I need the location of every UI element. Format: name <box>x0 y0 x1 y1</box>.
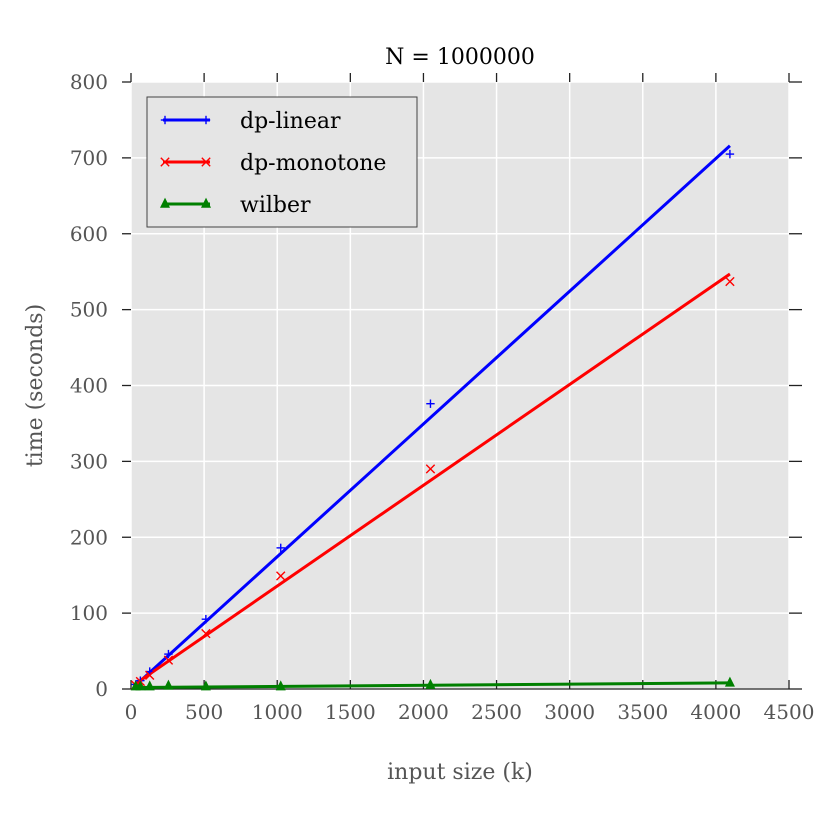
legend-marker-dp-linear <box>201 115 211 125</box>
y-axis-label: time (seconds) <box>23 304 48 467</box>
y-tick-label: 400 <box>70 374 108 398</box>
y-tick-label: 600 <box>70 222 108 246</box>
y-tick-label: 200 <box>70 525 108 549</box>
x-tick-label: 500 <box>185 700 223 724</box>
point-dp-monotone <box>201 628 211 639</box>
y-tick-label: 500 <box>70 298 108 322</box>
legend-label-dp-monotone: dp-monotone <box>240 151 386 176</box>
point-dp-monotone <box>145 670 155 681</box>
legend-marker-wilber <box>159 197 171 208</box>
fit-line-dp-monotone <box>134 272 731 685</box>
legend: dp-linear dp-monotone wilber <box>146 96 418 228</box>
y-tick-label: 0 <box>95 677 108 701</box>
point-wilber <box>275 680 286 691</box>
point-dp-linear <box>426 399 435 408</box>
y-tick-label: 800 <box>70 70 108 94</box>
point-dp-monotone-b <box>201 628 211 639</box>
data-markers <box>130 149 735 691</box>
point-dp-monotone-b <box>276 571 286 581</box>
point-wilber <box>724 676 735 687</box>
point-wilber <box>135 680 146 691</box>
x-tick-label: 1000 <box>252 700 303 724</box>
legend-label-wilber: wilber <box>240 193 311 218</box>
point-dp-monotone-b <box>725 276 735 287</box>
x-tick-label: 4000 <box>690 700 741 724</box>
y-tick-label: 700 <box>70 146 108 170</box>
x-tick-label: 3500 <box>617 700 668 724</box>
point-dp-linear <box>276 543 285 553</box>
legend-marker-wilber <box>200 197 212 208</box>
point-dp-monotone <box>276 571 286 581</box>
point-wilber <box>425 678 436 689</box>
point-dp-monotone <box>163 655 174 665</box>
point-dp-monotone-b <box>145 670 155 681</box>
tick-labels: 0 500 1000 1500 2000 2500 3000 3500 4000 4500 0 100… <box>70 70 815 724</box>
x-tick-label: 0 <box>125 700 138 724</box>
legend-marker-dp-monotone-b <box>160 157 170 167</box>
point-dp-monotone <box>725 276 735 287</box>
y-tick-label: 100 <box>70 601 108 625</box>
legend-label-dp-linear: dp-linear <box>240 109 341 134</box>
legend-marker-dp-monotone <box>201 157 211 167</box>
y-tick-label: 300 <box>70 449 108 473</box>
x-tick-label: 2500 <box>471 700 522 724</box>
x-tick-label: 3000 <box>544 700 595 724</box>
chart-title: N = 1000000 <box>385 45 535 70</box>
point-dp-linear <box>201 614 211 624</box>
point-dp-linear <box>164 649 173 659</box>
legend-marker-dp-monotone <box>160 157 170 167</box>
legend-marker-dp-monotone-b <box>201 157 211 167</box>
point-dp-linear <box>725 149 735 159</box>
point-wilber <box>200 680 211 691</box>
x-axis-label: input size (k) <box>387 760 533 785</box>
point-dp-monotone-b <box>425 464 436 474</box>
x-tick-label: 4500 <box>764 700 815 724</box>
legend-marker-dp-linear <box>160 115 170 125</box>
x-tick-label: 1500 <box>325 700 376 724</box>
fit-line-dp-linear <box>134 144 731 687</box>
x-tick-label: 2000 <box>398 700 449 724</box>
point-dp-monotone-b <box>163 655 174 665</box>
point-dp-monotone <box>425 464 436 474</box>
point-wilber <box>144 680 155 691</box>
point-dp-linear <box>145 667 154 676</box>
point-wilber <box>163 679 174 690</box>
